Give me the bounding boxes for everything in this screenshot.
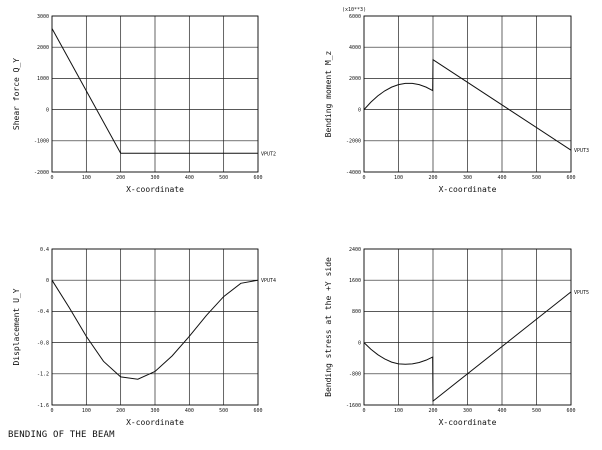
plot-frame (51, 15, 259, 173)
x-tick-label: 300 (150, 175, 159, 181)
x-tick-label: 200 (428, 408, 437, 414)
y-tick-label: -0.8 (37, 340, 49, 346)
y-tick-label: 2000 (37, 45, 49, 51)
y-tick-label: -1.6 (37, 403, 49, 409)
y-tick-label: -2000 (34, 170, 49, 176)
series-name-label: VPUT2 (261, 151, 276, 157)
x-tick-label: 600 (566, 408, 575, 414)
y-tick-label: -0.4 (37, 309, 49, 315)
y-tick-label: 0 (358, 340, 361, 346)
x-tick-label: 0 (362, 175, 365, 181)
x-tick-label: 500 (219, 175, 228, 181)
y-tick-label: -2000 (346, 139, 361, 145)
y-tick-label: 3000 (37, 14, 49, 20)
x-tick-label: 400 (497, 408, 506, 414)
series-name-label: VPUT3 (574, 148, 589, 154)
y-tick-label: 0.4 (40, 247, 49, 253)
x-tick-label: 600 (253, 408, 262, 414)
plot-frame (363, 248, 572, 406)
y-axis-label: Shear force Q_Y (12, 58, 21, 130)
x-tick-label: 600 (253, 175, 262, 181)
y-tick-label: 0 (46, 107, 49, 113)
x-tick-label: 100 (82, 175, 91, 181)
y-tick-label: -1.2 (37, 372, 49, 378)
y-axis-label: Displacement U_Y (12, 288, 21, 365)
x-tick-label: 500 (219, 408, 228, 414)
series-line (363, 291, 572, 403)
y-tick-label: 4000 (349, 45, 361, 51)
x-tick-label: 400 (185, 175, 194, 181)
chart-panel-4: 0 100 200 300 400 500 600 -1600 -800 0 800 1600 2400… (324, 247, 589, 427)
series-line (51, 279, 259, 380)
series-line (363, 58, 572, 151)
plot-frame (51, 248, 259, 406)
x-axis-label: X-coordinate (439, 418, 497, 427)
y-tick-label: -4000 (346, 170, 361, 176)
x-axis-label: X-coordinate (439, 185, 497, 194)
x-tick-label: 0 (50, 175, 53, 181)
chart-panel-2: 0 100 200 300 400 500 600 -4000 -2000 0 2000 4000 60… (324, 7, 589, 194)
x-tick-label: 500 (532, 408, 541, 414)
y-tick-label: 800 (352, 309, 361, 315)
y-axis-label: Bending stress at the +Y side (324, 257, 333, 397)
plot-frame (363, 15, 572, 173)
x-tick-label: 600 (566, 175, 575, 181)
x-tick-label: 0 (50, 408, 53, 414)
x-tick-label: 100 (394, 175, 403, 181)
x-tick-label: 500 (532, 175, 541, 181)
y-tick-label: -1600 (346, 403, 361, 409)
series-name-label: VPUT5 (574, 290, 589, 296)
x-tick-label: 100 (82, 408, 91, 414)
x-tick-label: 300 (150, 408, 159, 414)
x-tick-label: 400 (497, 175, 506, 181)
x-tick-label: 300 (463, 175, 472, 181)
chart-panel-1: 0 100 200 300 400 500 600 -2000 -1000 0 1000 2000 30… (12, 14, 276, 194)
y-tick-label: 1600 (349, 278, 361, 284)
series-name-label: VPUT4 (261, 278, 276, 284)
x-tick-label: 300 (463, 408, 472, 414)
series-line (51, 28, 258, 154)
y-tick-label: 6000 (349, 14, 361, 20)
y-tick-label: 0 (358, 107, 361, 113)
y-unit-label: (x10**3) (342, 7, 366, 13)
x-axis-label: X-coordinate (126, 185, 184, 194)
x-axis-label: X-coordinate (126, 418, 184, 427)
y-tick-label: 1000 (37, 76, 49, 82)
x-tick-label: 400 (185, 408, 194, 414)
x-tick-label: 200 (116, 408, 125, 414)
y-tick-label: -800 (349, 372, 361, 378)
x-tick-label: 200 (116, 175, 125, 181)
y-tick-label: 2400 (349, 247, 361, 253)
y-tick-label: 2000 (349, 76, 361, 82)
y-tick-label: -1000 (34, 139, 49, 145)
chart-panel-3: 0 100 200 300 400 500 600 -1.6 -1.2 -0.8 -0.4 0 0.4 X… (12, 247, 276, 427)
y-axis-label: Bending moment M_z (324, 50, 333, 137)
x-tick-label: 100 (394, 408, 403, 414)
x-tick-label: 200 (428, 175, 437, 181)
y-tick-label: 0 (46, 278, 49, 284)
footer-title: BENDING OF THE BEAM (8, 430, 115, 440)
x-tick-label: 0 (362, 408, 365, 414)
